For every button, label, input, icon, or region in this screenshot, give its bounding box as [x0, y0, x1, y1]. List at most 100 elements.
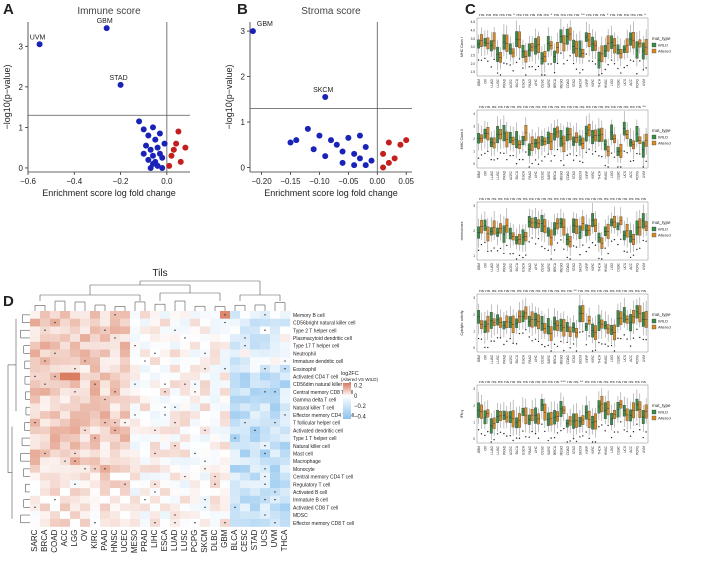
d-heatmap-cell: [240, 395, 251, 404]
c-box-outlier: [623, 150, 625, 152]
d-heatmap-cell: [100, 349, 111, 358]
c-category-label: PCPG: [636, 445, 640, 455]
c-box-outlier: [604, 343, 606, 345]
c-box-outlier: [582, 69, 584, 71]
d-heatmap-cell: [280, 318, 291, 327]
immune-title: Immune score: [77, 6, 141, 17]
d-heatmap-cell: [110, 341, 121, 350]
c-box-outlier: [639, 336, 641, 339]
d-heatmap-cell: [110, 357, 121, 366]
d-heatmap-cell: [80, 334, 91, 342]
d-heatmap-cell: [230, 411, 241, 419]
c-box-outlier: [629, 59, 632, 61]
c-box-outlier: [477, 249, 480, 252]
c-significance-row: ns ns ns ns ns ns ns ns ns ns ns ns ns n…: [479, 289, 646, 293]
d-heatmap-cell: [60, 511, 71, 520]
d-heatmap-cell: [180, 488, 191, 496]
c-ytick-label: 2: [473, 404, 475, 408]
d-column-label: COAD: [50, 529, 59, 552]
d-heatmap-cell: [40, 418, 51, 427]
c-box-outlier: [563, 427, 565, 430]
d-heatmap-cell: [150, 341, 161, 350]
d-heatmap-cell: [240, 380, 251, 389]
d-significance-dot: [264, 452, 266, 455]
d-heatmap-cell: [80, 441, 91, 450]
c-ytick-label: 4.5: [471, 20, 476, 24]
d-heatmap-cell: [110, 434, 121, 443]
c-box-outlier: [541, 74, 543, 76]
immune-point-down: [147, 164, 154, 171]
c-category-label: UVM: [642, 446, 646, 453]
c-significance-row: ns ns ns ns ns * ns ns ns ns ns * ns ns …: [479, 13, 647, 17]
c-box-outlier: [645, 338, 647, 341]
d-heatmap-cell: [70, 426, 81, 435]
d-heatmap-cell: [80, 411, 91, 419]
c-category-label: KIRC: [591, 445, 595, 453]
c-box-outlier: [623, 334, 625, 336]
d-heatmap-cell: [280, 418, 291, 427]
d-heatmap-cell: [230, 418, 241, 427]
d-heatmap-cell: [110, 326, 121, 335]
d-heatmap-cell: [250, 334, 261, 342]
c-category-label: SARC: [547, 445, 551, 455]
d-heatmap-cell: [170, 341, 181, 350]
d-row-label: Activated B cell: [293, 490, 327, 496]
c-box-outlier: [626, 338, 628, 340]
immune-point-down: [140, 126, 147, 133]
d-heatmap-cell: [210, 426, 221, 435]
c-box-outlier: [620, 337, 622, 340]
c-box-outlier: [572, 245, 575, 247]
d-heatmap-cell: [280, 465, 291, 473]
c-box-outlier: [534, 243, 537, 245]
c-box-outlier: [550, 437, 552, 439]
d-heatmap-cell: [230, 426, 241, 435]
d-heatmap-cell: [70, 372, 81, 381]
immune-point-up: [182, 144, 189, 151]
c-box-outlier: [613, 62, 616, 65]
d-heatmap-cell: [240, 495, 251, 504]
d-heatmap-cell: [130, 326, 141, 335]
stroma-point-up: [385, 139, 392, 146]
d-heatmap-cell: [60, 434, 71, 443]
d-heatmap-cell: [60, 311, 71, 319]
c-box-outlier: [534, 159, 537, 161]
d-heatmap-cell: [30, 488, 41, 496]
c-category-label: MESO: [560, 354, 564, 364]
c-category-label: ESCA: [522, 354, 526, 364]
d-heatmap-cell: [110, 488, 121, 496]
c-category-label: LUAD: [490, 445, 494, 454]
d-heatmap-cell: [70, 395, 81, 404]
d-significance-dot: [204, 506, 206, 509]
c-category-label: LUAD: [490, 354, 494, 363]
d-heatmap-cell: [270, 411, 281, 419]
d-heatmap-cell: [200, 372, 211, 381]
d-heatmap-cell: [40, 334, 51, 342]
c-category-label: UCEC: [509, 354, 513, 364]
c-legend-label: Altered: [658, 49, 671, 54]
d-heatmap-cell: [250, 449, 261, 458]
d-heatmap-cell: [30, 426, 41, 435]
d-significance-dot: [84, 360, 86, 362]
c-box-outlier: [493, 159, 495, 161]
d-heatmap-cell: [250, 441, 261, 450]
d-heatmap-cell: [60, 465, 71, 473]
d-heatmap-cell: [80, 503, 91, 512]
c-category-label: HNSC: [604, 354, 608, 364]
c-box-outlier: [629, 435, 632, 437]
c-box-outlier: [572, 159, 575, 161]
d-heatmap-cell: [190, 334, 201, 342]
c-category-label: BRCA: [553, 170, 557, 180]
c-box-outlier: [620, 238, 622, 240]
d-column-label: PRAD: [140, 529, 149, 551]
d-heatmap-cell: [70, 441, 81, 450]
c-box-outlier: [484, 152, 486, 155]
c-category-label: KIRC: [591, 170, 595, 178]
c-box-outlier: [645, 160, 647, 163]
d-heatmap-cell: [280, 503, 291, 512]
d-significance-dot: [224, 321, 226, 324]
d-heatmap-cell: [120, 472, 131, 481]
d-significance-dot: [104, 329, 106, 331]
d-heatmap-cell: [270, 403, 281, 412]
d-heatmap-cell: [260, 380, 271, 389]
c-category-label: LIHC: [534, 445, 538, 453]
